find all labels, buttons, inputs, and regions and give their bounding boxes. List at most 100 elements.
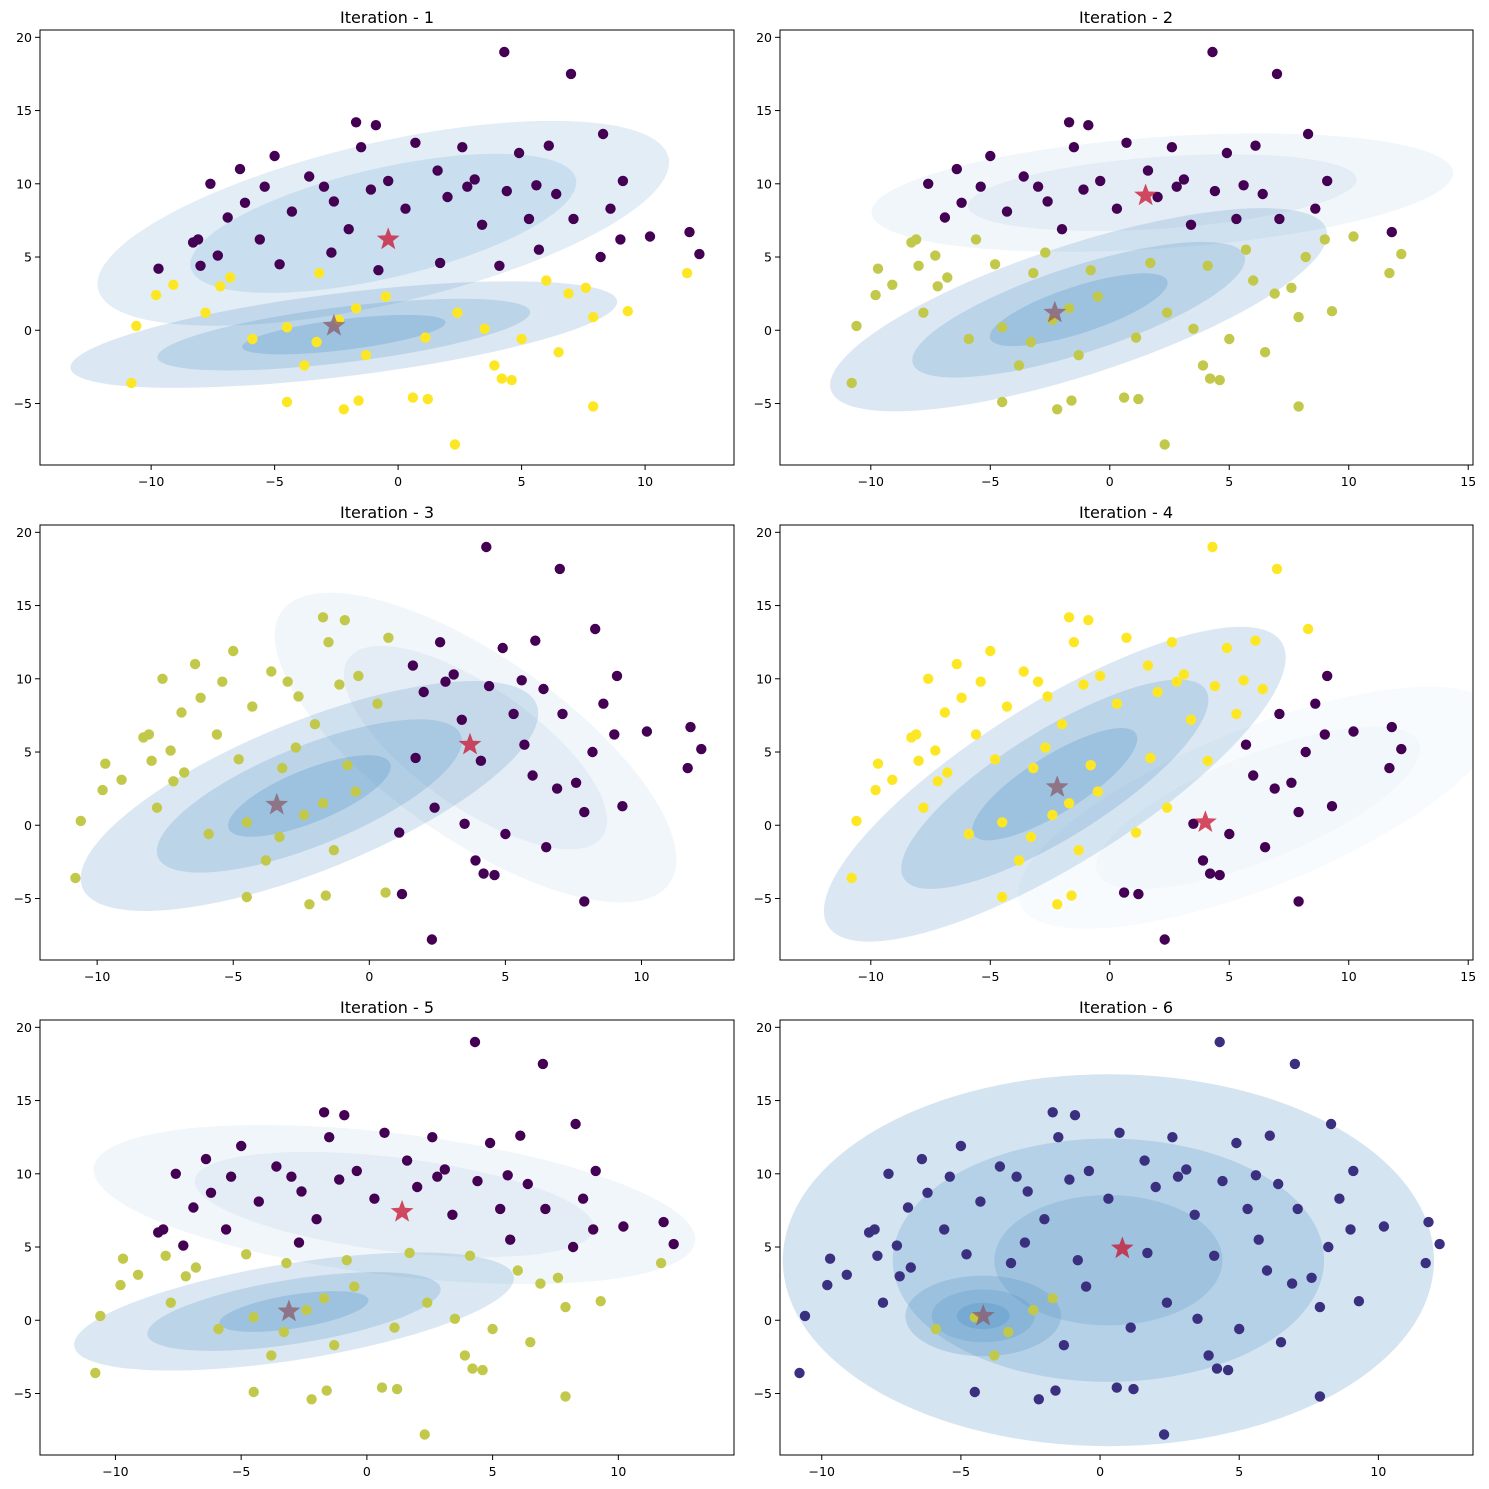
data-point (499, 46, 510, 58)
data-point (449, 1313, 461, 1325)
data-point (611, 670, 623, 682)
x-tick-label: −10 (102, 1464, 128, 1479)
data-point (1204, 868, 1216, 879)
data-point (1188, 323, 1199, 334)
data-point (496, 373, 507, 384)
data-point (1073, 845, 1084, 856)
data-point (535, 1278, 546, 1289)
data-point (1323, 1241, 1334, 1253)
data-point (281, 396, 293, 408)
y-tick-label: 10 (756, 176, 772, 191)
data-point (286, 1171, 297, 1182)
y-tick-label: −5 (754, 396, 772, 411)
gaussian-contour-ellipse (1096, 726, 1420, 889)
y-tick-label: 20 (756, 1020, 772, 1035)
data-point (1269, 783, 1280, 794)
data-point (380, 887, 391, 898)
data-point (932, 281, 943, 292)
data-point (419, 1429, 430, 1440)
data-point (1269, 288, 1280, 299)
data-point (1028, 762, 1039, 774)
data-point (1003, 1326, 1014, 1338)
panel-iteration-3: Iteration - 3 −10 −5 0 5 10 −5 0 5 10 15 20 (14, 503, 735, 984)
data-point (469, 174, 480, 185)
data-point (247, 333, 258, 345)
data-point (339, 615, 350, 626)
data-point (1185, 714, 1197, 725)
data-point (1386, 721, 1398, 733)
data-point (225, 1171, 237, 1182)
data-point (1250, 635, 1261, 646)
data-point (1384, 762, 1395, 774)
data-point (225, 272, 236, 283)
data-point (525, 1337, 536, 1348)
data-point (870, 784, 881, 796)
y-tick-label: 0 (24, 818, 32, 833)
data-point (426, 934, 438, 945)
plot-content (74, 1036, 696, 1440)
data-point (1192, 1313, 1203, 1325)
data-point (274, 831, 285, 843)
centroid-star-marker (376, 227, 400, 250)
plot-content (70, 541, 707, 945)
data-point (293, 1237, 305, 1248)
data-point (1231, 1137, 1242, 1149)
y-tick-label: 15 (16, 598, 32, 613)
gaussian-contour-ellipse (343, 645, 608, 850)
data-point (472, 1175, 483, 1187)
data-point (1022, 1186, 1033, 1197)
panel-iteration-5: Iteration - 5 −10 −5 0 5 10 −5 0 5 10 15 20 (14, 998, 735, 1479)
data-point (1152, 686, 1163, 698)
y-tick-label: 5 (764, 1240, 772, 1255)
data-point (997, 396, 1008, 408)
data-point (427, 1132, 438, 1143)
data-point (429, 802, 440, 813)
data-point (1025, 831, 1037, 843)
data-point (1166, 142, 1178, 153)
plot-area: −10 −5 0 5 10 −5 0 5 10 15 20 (14, 30, 705, 489)
data-point (311, 336, 322, 348)
data-point (1130, 827, 1142, 838)
data-point (1050, 1385, 1061, 1396)
data-point (220, 1224, 232, 1235)
panel-iteration-4: Iteration - 4 −10 −5 0 5 10 15 −5 0 5 10 15 20 (754, 503, 1477, 984)
data-point (452, 307, 463, 318)
data-point (1063, 117, 1075, 128)
data-point (274, 259, 285, 270)
data-point (1111, 698, 1123, 709)
data-point (1011, 1171, 1022, 1182)
data-point (143, 729, 155, 740)
data-point (913, 755, 924, 766)
data-point (1103, 1193, 1114, 1204)
data-point (1083, 1165, 1095, 1177)
data-point (1047, 1107, 1058, 1118)
data-point (195, 260, 206, 271)
data-point (500, 828, 511, 840)
data-point (1121, 632, 1132, 643)
data-point (501, 185, 512, 197)
data-point (1052, 404, 1063, 415)
data-point (1066, 890, 1077, 901)
data-point (380, 291, 391, 302)
data-point (1056, 719, 1068, 730)
data-point (355, 142, 367, 153)
data-point (239, 197, 251, 208)
data-point (146, 755, 157, 766)
data-point (1300, 251, 1311, 263)
data-point (286, 206, 298, 217)
data-point (188, 1202, 199, 1213)
data-point (464, 1250, 476, 1262)
data-point (1158, 1429, 1170, 1440)
data-point (1348, 231, 1359, 242)
centroid-star-marker (458, 732, 482, 755)
x-tick-label: −5 (981, 474, 999, 489)
data-point (290, 742, 301, 753)
gaussian-contour-ellipse (967, 154, 1357, 231)
x-tick-label: −5 (232, 1464, 250, 1479)
data-point (523, 213, 535, 225)
data-point (951, 163, 962, 175)
data-point (449, 439, 461, 450)
plot-area: −10 −5 0 5 10 15 −5 0 5 10 15 20 (754, 30, 1477, 489)
centroid-star-marker (1134, 183, 1157, 206)
data-point (470, 855, 481, 866)
